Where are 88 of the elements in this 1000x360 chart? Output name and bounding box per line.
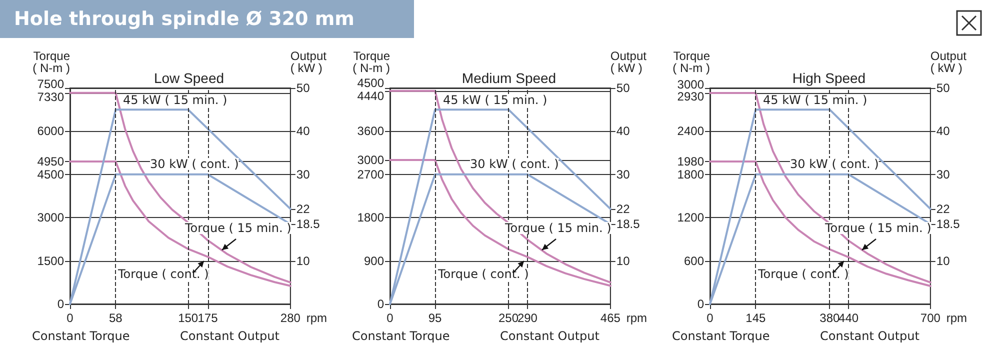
y-tick-label: 1800 [357, 210, 384, 225]
x-tick-label: 290 [517, 311, 538, 325]
y2-tick-label: 30 [936, 167, 950, 182]
x-axis-title: rpm [306, 311, 328, 325]
y-tick-label: 4950 [37, 154, 64, 168]
y-tick-label: 3000 [37, 210, 64, 225]
y2-tick-label: 18.5 [616, 217, 640, 232]
x-tick-label: 700 [920, 311, 941, 325]
y-tick-label: 1200 [677, 210, 704, 225]
y-tick-label: 1500 [37, 254, 64, 268]
annotation: 30 kW ( cont. ) [790, 157, 879, 171]
annotation: 30 kW ( cont. ) [150, 157, 239, 171]
y-tick-label: 4440 [357, 88, 384, 103]
annotation: Torque ( cont. ) [757, 267, 849, 281]
chart-title: High Speed [792, 70, 866, 86]
x-tick-label: 465 [600, 311, 621, 325]
text: Constant Output [820, 329, 920, 343]
chart-title: Medium Speed [462, 70, 556, 86]
y-tick-label: 0 [697, 297, 704, 311]
y2-tick-label: 22 [616, 202, 630, 216]
y2-tick-label: 30 [616, 167, 630, 182]
text: Constant Output [500, 329, 600, 343]
x-tick-label: 95 [428, 311, 442, 325]
x-tick-label: 0 [706, 311, 714, 325]
y2-tick-label: 30 [296, 167, 310, 182]
y2-tick-label: 22 [296, 202, 310, 216]
y2-axis-title: Output ( kW ) [290, 49, 328, 75]
annotation: Torque ( cont. ) [437, 267, 529, 281]
y-tick-label: 1800 [677, 167, 704, 182]
x-tick-label: 440 [838, 311, 859, 325]
y-tick-label: 3000 [357, 153, 384, 167]
text: Hole through spindle Ø 320 mm [0, 0, 414, 38]
annotation: Torque ( 15 min. ) [184, 221, 292, 235]
y2-tick-label: 40 [296, 124, 310, 138]
y2-tick-label: 10 [616, 254, 630, 268]
annotation: 30 kW ( cont. ) [470, 157, 559, 171]
x-axis-title: rpm [626, 311, 648, 325]
annotation: Torque ( cont. ) [117, 267, 209, 281]
x-tick-label: 0 [66, 311, 74, 325]
chart-title: Low Speed [154, 70, 224, 86]
y-tick-label: 900 [364, 254, 384, 268]
x-tick-label: 380 [820, 311, 840, 325]
annotation: 45 kW ( 15 min. ) [123, 93, 228, 107]
annotation: Torque ( 15 min. ) [824, 221, 932, 235]
y-tick-label: 2400 [677, 124, 704, 138]
y2-tick-label: 10 [296, 254, 310, 268]
y-tick-label: 2930 [677, 90, 704, 104]
y2-tick-label: 40 [936, 124, 950, 138]
y2-tick-label: 18.5 [296, 217, 320, 232]
y-axis-title: Torque ( N-m ) [32, 49, 70, 75]
x-tick-label: 150 [178, 311, 198, 325]
y2-axis-title: Output ( kW ) [610, 49, 648, 75]
x-tick-label: 280 [280, 311, 301, 325]
y2-tick-label: 18.5 [936, 217, 960, 232]
text: Constant Output [180, 329, 280, 343]
y2-tick-label: 22 [936, 202, 950, 216]
x-tick-label: 145 [746, 311, 766, 325]
text: Constant Torque [672, 329, 770, 343]
y2-tick-label: 50 [936, 81, 950, 95]
y2-axis-title: Output ( kW ) [930, 49, 968, 75]
y-tick-label: 600 [684, 254, 704, 268]
y-tick-label: 7500 [37, 77, 64, 91]
y-tick-label: 0 [377, 297, 384, 311]
annotation: Torque ( 15 min. ) [504, 221, 612, 235]
y-tick-label: 6000 [37, 124, 64, 138]
y-axis-title: Torque ( N-m ) [672, 49, 710, 75]
y-tick-label: 3600 [357, 124, 384, 138]
y-tick-label: 4500 [37, 167, 64, 182]
y-tick-label: 3000 [677, 78, 704, 92]
y2-tick-label: 50 [616, 81, 630, 95]
y-tick-label: 1980 [677, 154, 704, 168]
x-tick-label: 250 [498, 311, 519, 325]
x-tick-label: 58 [108, 311, 123, 325]
text: Constant Torque [352, 329, 450, 343]
x-tick-label: 0 [386, 311, 394, 325]
y-tick-label: 0 [57, 297, 64, 311]
text: Constant Torque [32, 329, 130, 343]
y-tick-label: 7330 [37, 90, 64, 104]
x-axis-title: rpm [946, 311, 968, 325]
x-tick-label: 175 [198, 311, 218, 325]
y2-tick-label: 50 [296, 81, 310, 95]
annotation: 45 kW ( 15 min. ) [763, 93, 868, 107]
y2-tick-label: 10 [936, 254, 950, 268]
annotation: 45 kW ( 15 min. ) [443, 93, 548, 107]
y-axis-title: Torque ( N-m ) [352, 49, 390, 75]
y2-tick-label: 40 [616, 124, 630, 138]
y-tick-label: 4500 [357, 76, 384, 90]
y-tick-label: 2700 [357, 167, 384, 182]
